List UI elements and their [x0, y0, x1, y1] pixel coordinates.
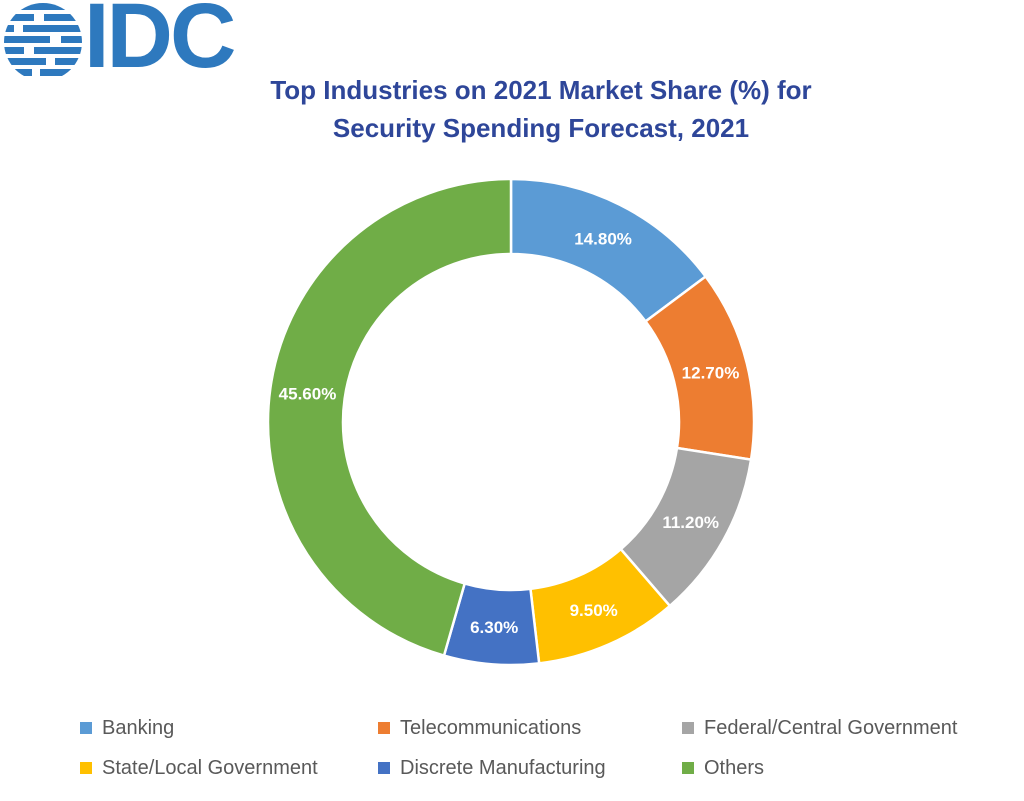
data-label-banking: 14.80% [574, 229, 632, 248]
legend-item-discrete-manufacturing: Discrete Manufacturing [378, 757, 682, 780]
chart-legend: Banking Telecommunications Federal/Central… [80, 708, 1024, 788]
legend-label: Federal/Central Government [704, 716, 958, 739]
idc-logo: IDC [4, 0, 304, 87]
donut-segment-others [266, 177, 513, 657]
data-label-state-local-government: 9.50% [570, 601, 618, 620]
legend-swatch-icon [80, 762, 92, 774]
legend-label: Discrete Manufacturing [400, 756, 606, 779]
legend-label: Others [704, 756, 765, 779]
legend-label: State/Local Government [102, 756, 318, 779]
legend-swatch-icon [378, 722, 390, 734]
legend-item-telecommunications: Telecommunications [378, 717, 682, 740]
legend-swatch-icon [682, 762, 694, 774]
legend-item-others: Others [682, 757, 1024, 780]
legend-label: Telecommunications [400, 716, 582, 739]
legend-label: Banking [102, 716, 175, 739]
data-label-federal-central-government: 11.20% [662, 513, 719, 532]
donut-chart: 14.80% 12.70% 11.20% 9.50% 6.30% 45.60% [261, 172, 761, 672]
legend-item-state-local-government: State/Local Government [80, 757, 378, 780]
legend-swatch-icon [80, 722, 92, 734]
legend-swatch-icon [682, 722, 694, 734]
chart-title: Top Industries on 2021 Market Share (%) … [58, 71, 1024, 147]
legend-item-federal-central-government: Federal/Central Government [682, 717, 1024, 740]
data-label-telecommunications: 12.70% [682, 363, 740, 382]
data-label-discrete-manufacturing: 6.30% [470, 618, 518, 637]
idc-globe-icon [4, 3, 82, 76]
legend-item-banking: Banking [80, 717, 378, 740]
idc-logo-text: IDC [84, 0, 236, 87]
chart-title-line1: Top Industries on 2021 Market Share (%) … [270, 75, 812, 105]
chart-title-line2: Security Spending Forecast, 2021 [332, 113, 750, 143]
legend-swatch-icon [378, 762, 390, 774]
data-label-others: 45.60% [279, 384, 337, 403]
